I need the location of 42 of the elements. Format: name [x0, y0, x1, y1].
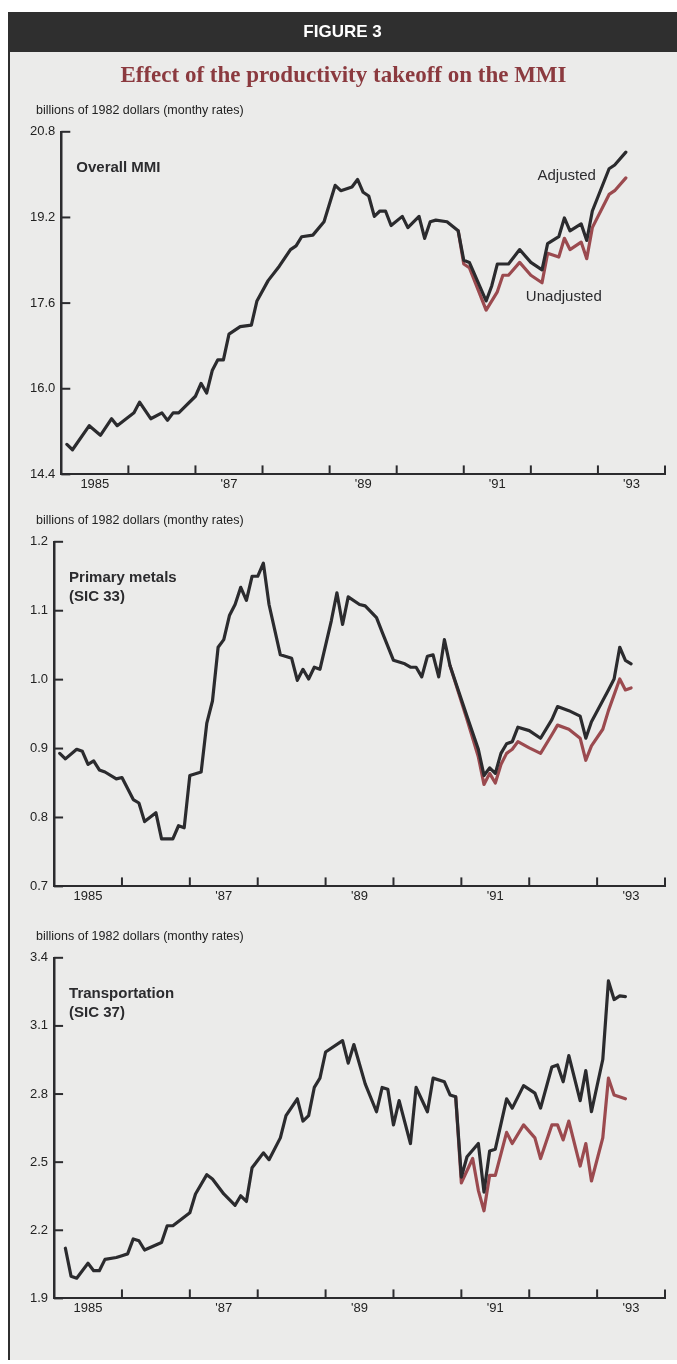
x-tick-label: '93	[622, 887, 640, 903]
x-tick-label: '91	[486, 887, 504, 903]
annotation: Primary metals (SIC 33)	[69, 567, 177, 604]
y-axis-title: billions of 1982 dollars (monthy rates)	[35, 102, 245, 118]
y-tick-label: 3.1	[29, 1017, 49, 1033]
y-axis-title: billions of 1982 dollars (monthy rates)	[35, 512, 245, 528]
x-tick-label: '89	[354, 475, 372, 491]
y-axis-title: billions of 1982 dollars (monthy rates)	[35, 928, 245, 944]
y-tick-label: 16.0	[29, 380, 56, 396]
series-label: Unadjusted	[525, 286, 602, 304]
y-tick-label: 2.8	[29, 1085, 49, 1101]
y-tick-label: 0.9	[29, 740, 49, 756]
x-tick-label: '87	[215, 887, 233, 903]
annotation: Overall MMI	[76, 157, 161, 175]
y-tick-label: 1.1	[29, 602, 49, 618]
x-tick-label: '91	[486, 1299, 504, 1315]
x-tick-label: '89	[351, 1299, 369, 1315]
x-tick-label: '93	[622, 475, 640, 491]
x-tick-label: '87	[220, 475, 238, 491]
x-tick-label: 1985	[73, 887, 103, 903]
y-tick-label: 14.4	[29, 465, 56, 481]
x-tick-label: '91	[488, 475, 506, 491]
x-tick-label: '93	[622, 1299, 640, 1315]
y-tick-label: 1.0	[29, 671, 49, 687]
y-tick-label: 0.7	[29, 877, 49, 893]
x-tick-label: '89	[351, 887, 369, 903]
chart-title: FIGURE 3	[8, 12, 677, 52]
y-tick-label: 1.2	[29, 533, 49, 549]
y-tick-label: 1.9	[29, 1289, 49, 1305]
x-tick-label: '87	[215, 1299, 233, 1315]
y-tick-label: 20.8	[29, 123, 56, 139]
y-tick-label: 2.2	[29, 1221, 49, 1237]
x-tick-label: 1985	[80, 475, 110, 491]
y-tick-label: 0.8	[29, 809, 49, 825]
x-tick-label: 1985	[73, 1299, 103, 1315]
y-tick-label: 2.5	[29, 1153, 49, 1169]
annotation: Transportation (SIC 37)	[69, 983, 175, 1020]
chart-subtitle: Effect of the productivity takeoff on the MMI	[119, 62, 568, 88]
y-tick-label: 17.6	[29, 294, 56, 310]
series-label: Adjusted	[537, 166, 596, 184]
y-tick-label: 19.2	[29, 209, 56, 225]
y-tick-label: 3.4	[29, 949, 49, 965]
